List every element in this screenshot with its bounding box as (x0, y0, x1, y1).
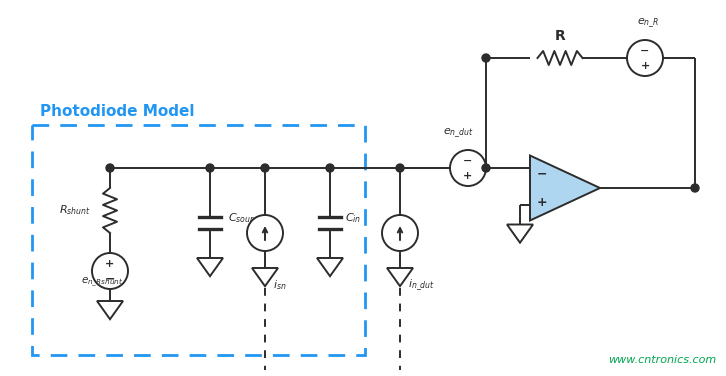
Text: $e_{n\_Rshunt}$: $e_{n\_Rshunt}$ (81, 276, 123, 289)
Text: $i_{sn}$: $i_{sn}$ (273, 278, 287, 292)
Circle shape (482, 54, 490, 62)
Text: Photodiode Model: Photodiode Model (40, 104, 195, 119)
Text: $e_{n\_R}$: $e_{n\_R}$ (637, 17, 659, 30)
Circle shape (326, 164, 334, 172)
Text: +: + (640, 61, 650, 71)
Polygon shape (530, 156, 600, 220)
Text: $R_{shunt}$: $R_{shunt}$ (59, 203, 91, 217)
Text: $C_{source}$: $C_{source}$ (228, 211, 264, 225)
Circle shape (396, 164, 404, 172)
Text: −: − (537, 167, 547, 180)
Text: −: − (463, 156, 473, 166)
Text: −: − (105, 272, 115, 285)
Text: www.cntronics.com: www.cntronics.com (608, 355, 716, 365)
Circle shape (206, 164, 214, 172)
Text: +: + (537, 196, 547, 209)
Circle shape (627, 40, 663, 76)
Text: +: + (463, 171, 473, 180)
Circle shape (450, 150, 486, 186)
Circle shape (382, 215, 418, 251)
Circle shape (482, 164, 490, 172)
Circle shape (106, 164, 114, 172)
Circle shape (691, 184, 699, 192)
Text: $e_{n\_dut}$: $e_{n\_dut}$ (443, 127, 473, 140)
Text: −: − (640, 46, 650, 56)
Circle shape (261, 164, 269, 172)
Text: $i_{n\_dut}$: $i_{n\_dut}$ (408, 278, 435, 293)
Text: R: R (555, 29, 566, 43)
Circle shape (92, 253, 128, 289)
Circle shape (247, 215, 283, 251)
Text: +: + (105, 259, 115, 269)
Text: $C_{in}$: $C_{in}$ (345, 211, 362, 225)
